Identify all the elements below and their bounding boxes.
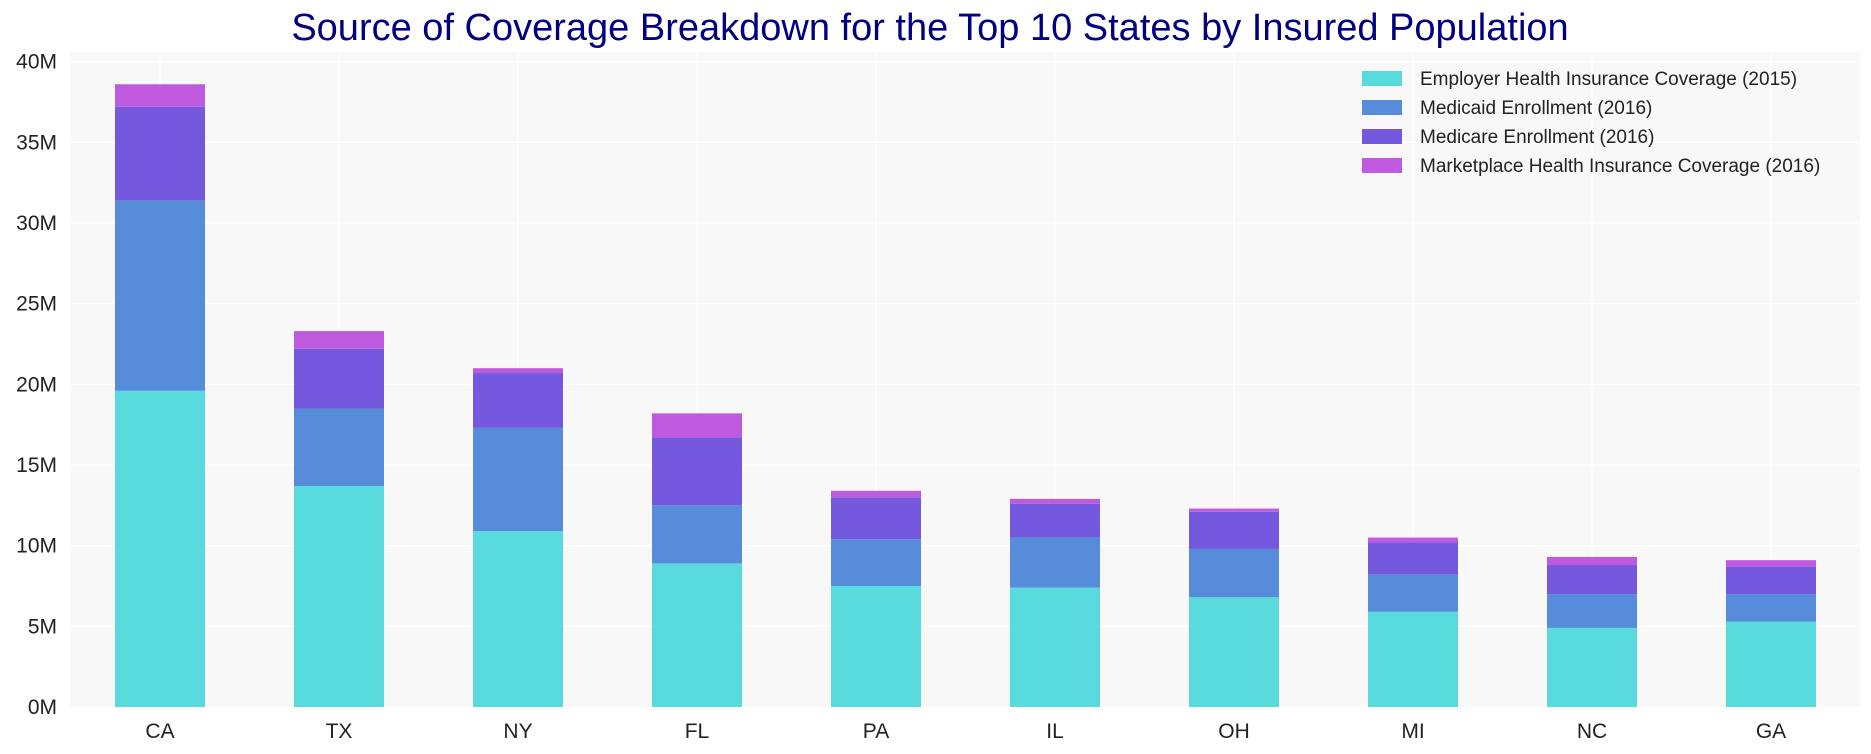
bar-ny-series-0 — [473, 531, 563, 707]
x-tick-label: NC — [1577, 720, 1607, 743]
bar-oh-series-3 — [1189, 508, 1279, 512]
x-tick-label: TX — [326, 720, 353, 743]
bar-mi-series-3 — [1368, 537, 1458, 543]
legend-swatch — [1362, 71, 1402, 86]
bar-mi-series-2 — [1368, 542, 1458, 575]
bar-ca-series-3 — [115, 84, 205, 107]
x-tick-label: OH — [1218, 720, 1250, 743]
bar-oh-series-0 — [1189, 597, 1279, 707]
bar-ny-series-3 — [473, 368, 563, 374]
bar-tx-series-2 — [294, 348, 384, 409]
legend-label: Medicaid Enrollment (2016) — [1420, 98, 1652, 119]
y-tick-label: 35M — [16, 131, 57, 154]
y-tick-label: 25M — [16, 293, 57, 316]
x-tick-label: FL — [685, 720, 710, 743]
bar-pa-series-0 — [831, 586, 921, 707]
bar-ca-series-0 — [115, 390, 205, 707]
legend-swatch — [1362, 158, 1402, 173]
y-tick-label: 0M — [28, 696, 57, 719]
legend-swatch — [1362, 129, 1402, 144]
bar-fl-series-2 — [652, 437, 742, 506]
chart-title: Source of Coverage Breakdown for the Top… — [291, 7, 1568, 49]
bar-ga-series-0 — [1726, 621, 1816, 707]
bar-ny-series-1 — [473, 427, 563, 532]
bar-ga-series-1 — [1726, 594, 1816, 622]
x-tick-label: GA — [1756, 720, 1786, 743]
bar-nc-series-2 — [1547, 565, 1637, 595]
y-tick-label: 30M — [16, 212, 57, 235]
legend-label: Medicare Enrollment (2016) — [1420, 127, 1654, 148]
y-tick-label: 5M — [28, 615, 57, 638]
bar-fl-series-3 — [652, 413, 742, 438]
bar-ca-series-2 — [115, 106, 205, 201]
bar-mi-series-1 — [1368, 574, 1458, 612]
bar-fl-series-1 — [652, 505, 742, 564]
bar-pa-series-1 — [831, 539, 921, 587]
x-tick-label: MI — [1401, 720, 1424, 743]
y-tick-label: 20M — [16, 373, 57, 396]
x-tick-label: CA — [145, 720, 174, 743]
bar-nc-series-3 — [1547, 556, 1637, 566]
bar-il-series-2 — [1010, 503, 1100, 538]
y-tick-label: 40M — [16, 51, 57, 74]
x-axis: CA TX NY FL PA IL OH MI NC GA — [145, 720, 1786, 743]
bar-il-series-3 — [1010, 498, 1100, 504]
legend-swatch — [1362, 100, 1402, 115]
bar-tx-series-0 — [294, 485, 384, 707]
bar-ca-series-1 — [115, 200, 205, 391]
bar-nc-series-0 — [1547, 627, 1637, 707]
y-axis: 0M 5M 10M 15M 20M 25M 30M 35M 40M — [16, 51, 57, 719]
bar-il-series-0 — [1010, 587, 1100, 707]
legend: Employer Health Insurance Coverage (2015… — [1362, 69, 1820, 177]
bar-pa-series-3 — [831, 490, 921, 498]
y-tick-label: 15M — [16, 454, 57, 477]
y-tick-label: 10M — [16, 535, 57, 558]
bars — [115, 84, 1816, 707]
bar-fl-series-0 — [652, 563, 742, 707]
bar-ga-series-3 — [1726, 560, 1816, 567]
bar-oh-series-1 — [1189, 548, 1279, 598]
x-tick-label: IL — [1046, 720, 1064, 743]
bar-ga-series-2 — [1726, 566, 1816, 595]
bar-oh-series-2 — [1189, 511, 1279, 549]
bar-pa-series-2 — [831, 497, 921, 540]
x-tick-label: NY — [503, 720, 532, 743]
bar-il-series-1 — [1010, 537, 1100, 588]
bar-tx-series-3 — [294, 331, 384, 349]
x-tick-label: PA — [863, 720, 889, 743]
legend-label: Marketplace Health Insurance Coverage (2… — [1420, 156, 1820, 177]
legend-label: Employer Health Insurance Coverage (2015… — [1420, 69, 1797, 90]
bar-mi-series-0 — [1368, 611, 1458, 707]
bar-nc-series-1 — [1547, 594, 1637, 628]
bar-tx-series-1 — [294, 408, 384, 486]
bar-ny-series-2 — [473, 373, 563, 428]
